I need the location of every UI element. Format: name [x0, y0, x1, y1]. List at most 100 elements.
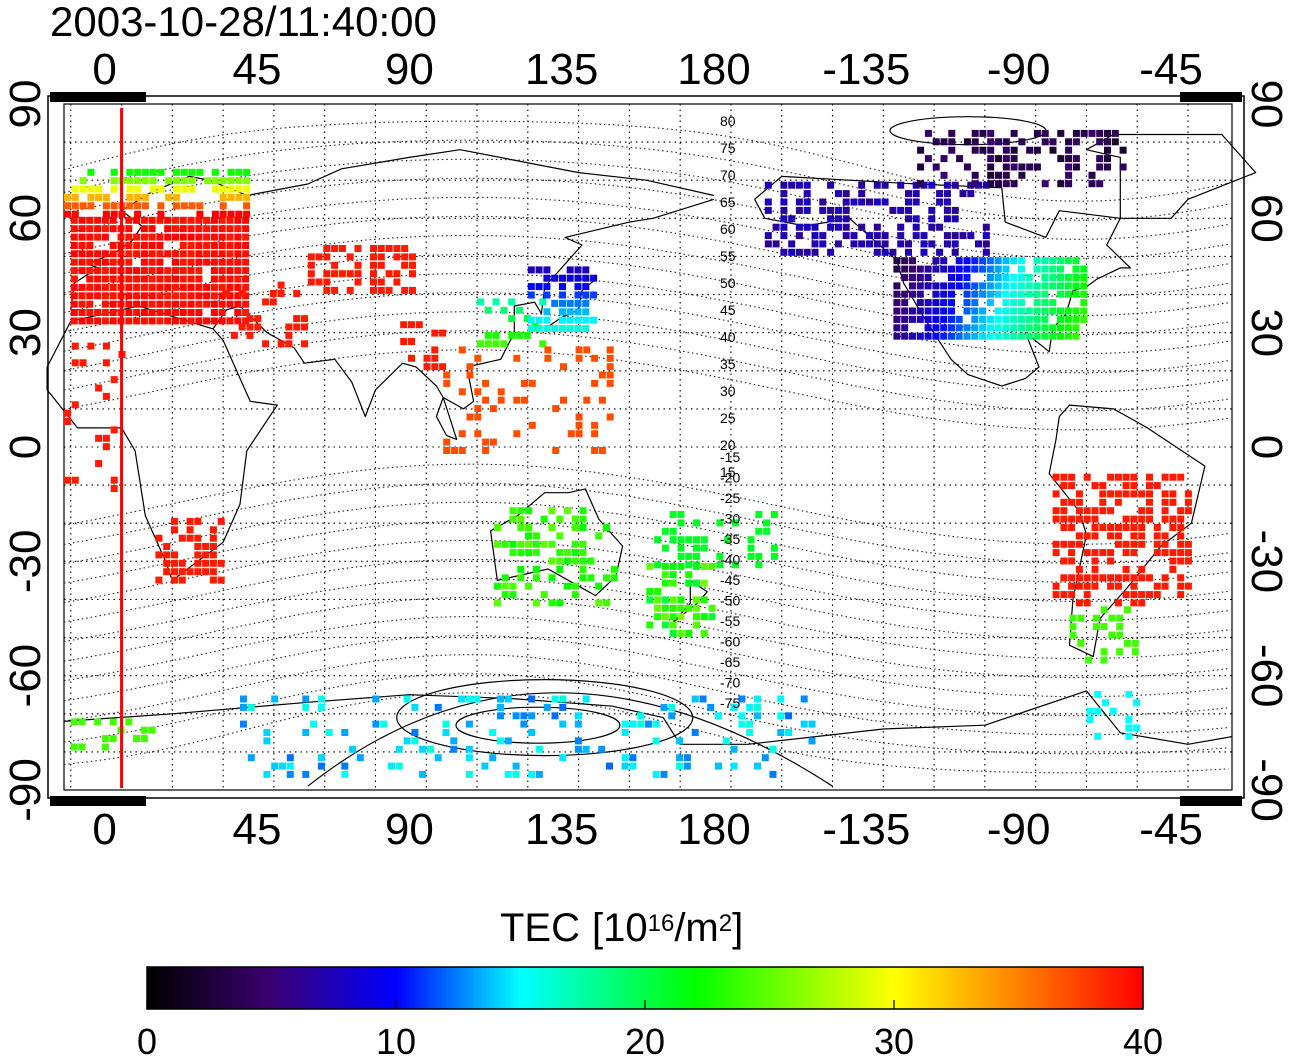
tec-pixel	[156, 250, 164, 258]
tec-pixel	[971, 290, 979, 298]
tec-pixel	[70, 216, 78, 224]
tec-pixel	[242, 250, 250, 258]
tec-pixel	[708, 604, 716, 612]
tec-pixel	[401, 253, 409, 261]
tec-pixel	[210, 258, 218, 266]
tec-pixel	[70, 718, 78, 726]
tec-pixel	[1041, 290, 1049, 298]
bottom-axis-label: -45	[1139, 805, 1203, 854]
south-pole-contour-inner	[455, 706, 621, 744]
tec-pixel	[372, 695, 380, 703]
tec-pixel	[1025, 290, 1033, 298]
tec-pixel	[1130, 599, 1138, 607]
tec-pixel	[110, 376, 118, 384]
tec-pixel	[494, 524, 501, 531]
tec-pixel	[302, 695, 310, 703]
tec-pixel	[893, 324, 901, 332]
tec-pixel	[517, 515, 525, 523]
tec-pixel	[556, 515, 564, 523]
tec-pixel	[909, 315, 916, 323]
tec-pixel	[465, 770, 473, 778]
tec-pixel	[582, 695, 590, 703]
tec-pixel	[654, 596, 662, 604]
tec-pixel	[226, 233, 234, 241]
tec-pixel	[761, 754, 769, 762]
tec-pixel	[574, 266, 582, 274]
tec-pixel	[881, 232, 889, 240]
tec-pixel	[1060, 507, 1068, 515]
tec-pixel	[226, 242, 234, 249]
tec-pixel	[242, 292, 250, 300]
tec-pixel	[943, 190, 951, 198]
tec-pixel	[95, 460, 103, 467]
tec-pixel	[676, 754, 684, 762]
tec-pixel	[528, 712, 536, 720]
tec-pixel	[86, 233, 94, 241]
tec-pixel	[323, 270, 331, 278]
tec-pixel	[971, 282, 979, 290]
tec-pixel	[559, 754, 567, 762]
tec-pixel	[1094, 690, 1102, 698]
tec-pixel	[582, 308, 590, 316]
tec-pixel	[71, 401, 79, 409]
tec-pixel	[235, 185, 243, 193]
tec-pixel	[242, 267, 250, 275]
tec-pixel	[481, 762, 489, 770]
tec-pixel	[1177, 574, 1185, 582]
tec-pixel	[87, 185, 95, 193]
tec-pixel	[163, 568, 171, 576]
tec-pixel	[1068, 540, 1076, 548]
maglat-contour	[63, 177, 1229, 259]
tec-pixel	[691, 695, 699, 703]
tec-pixel	[1130, 473, 1138, 481]
tec-pixel	[117, 292, 125, 300]
tec-pixel	[331, 245, 339, 252]
tec-pixel	[140, 309, 148, 316]
tec-pixel	[795, 232, 803, 240]
tec-pixel	[606, 413, 614, 421]
tec-pixel	[149, 185, 157, 193]
tec-pixel	[677, 562, 685, 570]
tec-pixel	[102, 359, 110, 367]
tec-pixel	[772, 240, 780, 248]
tec-pixel	[230, 331, 238, 339]
tec-pixel	[466, 371, 474, 379]
tec-pixel	[226, 225, 234, 233]
tec-pixel	[893, 307, 901, 315]
tec-pixel	[994, 332, 1002, 340]
tec-pixel	[126, 185, 134, 193]
tec-pixel	[492, 340, 500, 348]
top-tick-bar-left	[50, 92, 146, 102]
tec-pixel	[118, 177, 126, 185]
tec-pixel	[178, 559, 186, 567]
tec-pixel	[209, 534, 217, 542]
tec-pixel	[943, 232, 951, 240]
tec-pixel	[508, 315, 516, 323]
tec-pixel	[677, 629, 685, 637]
tec-pixel	[544, 346, 552, 354]
tec-pixel	[677, 511, 685, 518]
tec-pixel	[963, 257, 971, 265]
tec-pixel	[140, 275, 148, 283]
tec-pixel	[172, 233, 179, 241]
tec-pixel	[677, 613, 685, 621]
tec-pixel	[595, 599, 603, 607]
tec-pixel	[494, 582, 501, 590]
tec-pixel	[411, 729, 419, 736]
tec-pixel	[1025, 332, 1033, 340]
tec-pixel	[86, 267, 94, 275]
tec-pixel	[117, 275, 125, 283]
tec-pixel	[1080, 282, 1088, 290]
tec-pixel	[218, 309, 226, 316]
tec-pixel	[164, 250, 172, 258]
tec-pixel	[1116, 648, 1124, 656]
tec-pixel	[1010, 257, 1018, 265]
tec-pixel	[501, 574, 509, 582]
tec-pixel	[943, 215, 951, 223]
tec-pixel	[195, 292, 203, 300]
tec-pixel	[458, 695, 466, 703]
tec-pixel	[901, 315, 909, 323]
tec-pixel	[141, 193, 149, 201]
tec-pixel	[101, 300, 109, 308]
